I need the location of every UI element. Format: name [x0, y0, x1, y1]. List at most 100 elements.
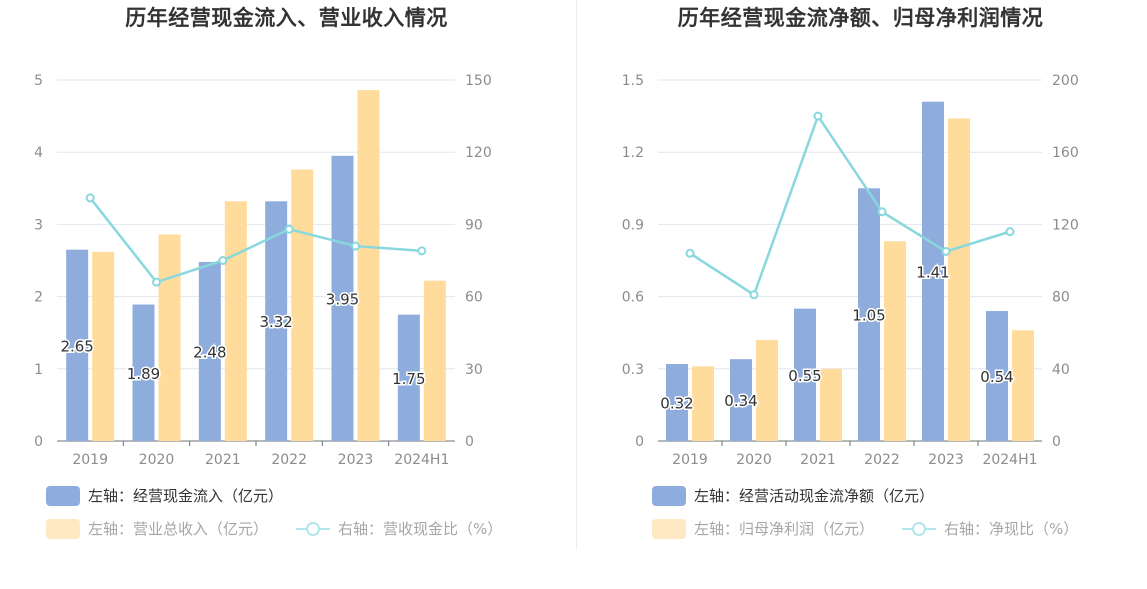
legend-swatch	[46, 518, 80, 539]
bar-data-label: 3.32	[259, 313, 292, 331]
y-left-tick-label: 0.9	[622, 217, 644, 233]
line-point	[749, 290, 759, 300]
bar-data-label: 0.34	[724, 392, 757, 410]
legend-item-bar2[interactable]: 左轴：归母净利润（亿元）	[652, 518, 874, 539]
y-left-tick-label: 0.6	[622, 290, 644, 306]
bar-data-label: 0.54	[980, 368, 1013, 386]
x-tick-label: 2019	[672, 452, 708, 468]
line-point	[685, 248, 695, 258]
y-left-tick-label: 1.5	[622, 73, 644, 89]
y-left-tick-label: 0	[34, 434, 43, 450]
legend-item-bar2[interactable]: 左轴：营业总收入（亿元）	[46, 518, 268, 539]
x-tick-label: 2020	[139, 452, 175, 468]
legend-label: 右轴：净现比（%）	[944, 520, 1079, 538]
y-right-tick-label: 60	[465, 290, 483, 306]
y-left-tick-label: 1	[34, 362, 43, 378]
legend-item-bar1[interactable]: 左轴：经营活动现金流净额（亿元）	[652, 485, 934, 506]
y-left-tick-label: 0	[635, 434, 644, 450]
bar-series2	[884, 241, 906, 441]
y-left-tick-label: 2	[34, 290, 43, 306]
line-series	[689, 113, 1011, 297]
bar-series2	[158, 234, 181, 441]
bar-data-label: 0.32	[660, 394, 693, 412]
x-tick-label: 2021	[800, 452, 836, 468]
line-point	[85, 193, 95, 203]
bar-series1	[265, 201, 288, 441]
x-tick-label: 2024H1	[982, 452, 1037, 468]
bar-data-label: 1.89	[127, 365, 160, 383]
y-right-tick-label: 120	[1052, 217, 1079, 233]
bar-series1	[331, 155, 354, 441]
bar-series1	[132, 304, 155, 441]
legend-swatch	[46, 485, 80, 506]
chart-panel-right: 历年经营现金流净额、归母净利润情况 0 0 0.3 40 0.6 80 0.9 120 1.2 1…	[574, 0, 1147, 560]
line-point	[218, 256, 228, 265]
y-left-tick-label: 4	[34, 145, 43, 161]
y-right-tick-label: 40	[1052, 362, 1070, 378]
y-right-tick-label: 80	[1052, 290, 1070, 306]
legend-line-icon	[902, 519, 936, 539]
x-tick-label: 2022	[271, 452, 307, 468]
y-right-tick-label: 0	[465, 434, 474, 450]
chart-plot: 0 0 0.3 40 0.6 80 0.9 120 1.2 160 1.5 200 2019 0.32 20…	[622, 73, 1079, 468]
y-left-tick-label: 0.3	[622, 362, 644, 378]
panel-divider	[576, 0, 577, 550]
bar-series1	[198, 261, 221, 441]
line-point	[152, 277, 161, 287]
bar-data-label: 2.48	[193, 343, 226, 361]
y-right-tick-label: 160	[1052, 145, 1079, 161]
bar-data-label: 3.95	[326, 290, 359, 308]
y-right-tick-label: 0	[1052, 434, 1061, 450]
x-tick-label: 2023	[928, 452, 964, 468]
legend-label: 左轴：归母净利润（亿元）	[694, 520, 875, 538]
x-tick-label: 2019	[72, 452, 108, 468]
bar-series2	[820, 368, 842, 441]
line-point	[417, 246, 427, 256]
chart-title: 历年经营现金流净额、归母净利润情况	[677, 6, 1044, 30]
bar-data-label: 0.55	[788, 367, 821, 385]
legend-swatch	[652, 485, 686, 506]
bar-series2	[291, 169, 314, 441]
bar-data-label: 1.05	[852, 307, 885, 325]
legend-label: 右轴：营收现金比（%）	[338, 520, 503, 538]
x-tick-label: 2024H1	[394, 452, 449, 468]
y-right-tick-label: 200	[1052, 73, 1079, 89]
bar-series2	[756, 339, 778, 441]
line-point	[1005, 227, 1015, 237]
x-tick-label: 2023	[338, 452, 374, 468]
bar-series1	[858, 188, 880, 441]
bar-data-label: 1.75	[392, 370, 425, 388]
line-point	[351, 241, 360, 251]
line-point	[941, 246, 951, 256]
x-tick-label: 2022	[864, 452, 900, 468]
bar-data-label: 1.41	[916, 263, 949, 281]
legend-item-line[interactable]: 右轴：营收现金比（%）	[296, 518, 502, 539]
y-left-tick-label: 3	[34, 217, 43, 233]
bar-series1	[730, 359, 752, 441]
y-right-tick-label: 120	[465, 145, 492, 161]
legend-item-bar1[interactable]: 左轴：经营现金流入（亿元）	[46, 485, 283, 506]
bar-series2	[1012, 330, 1034, 441]
bar-series2	[357, 90, 380, 441]
chart-panel-left: 历年经营现金流入、营业收入情况 0 0 1 30 2 60 3 90 4 120 5 150 2019 2…	[0, 0, 573, 560]
line-series	[89, 197, 422, 284]
line-point	[813, 111, 823, 121]
legend-line-icon	[296, 519, 330, 539]
bar-series2	[224, 201, 247, 441]
bar-series1	[986, 311, 1008, 441]
y-left-tick-label: 5	[34, 73, 43, 89]
chart-plot: 0 0 1 30 2 60 3 90 4 120 5 150 2019 2.65 2020 1.89 2021 2…	[34, 73, 492, 468]
bar-series1	[922, 101, 944, 441]
legend-swatch	[652, 518, 686, 539]
legend-label: 左轴：经营现金流入（亿元）	[88, 487, 284, 505]
y-right-tick-label: 90	[465, 217, 483, 233]
y-right-tick-label: 150	[465, 73, 492, 89]
x-tick-label: 2021	[205, 452, 241, 468]
chart-title: 历年经营现金流入、营业收入情况	[125, 6, 448, 30]
legend-item-line[interactable]: 右轴：净现比（%）	[902, 518, 1078, 539]
line-point	[877, 207, 887, 217]
bar-series1	[397, 314, 420, 441]
legend-label: 左轴：经营活动现金流净额（亿元）	[694, 487, 935, 505]
y-left-tick-label: 1.2	[622, 145, 644, 161]
bar-data-label: 2.65	[60, 337, 93, 355]
